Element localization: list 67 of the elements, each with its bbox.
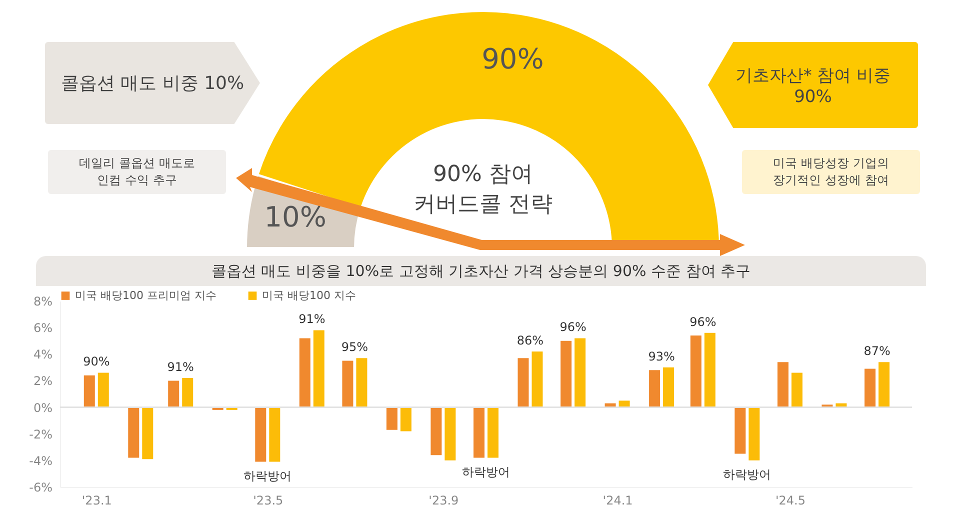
y-tick-label: 0%: [33, 400, 52, 415]
bar: [791, 372, 802, 408]
bar: [649, 370, 660, 408]
bar: [518, 358, 529, 408]
chart-title: 콜옵션 매도 비중을 10%로 고정해 기초자산 가격 상승분의 90% 수준 참여 추구: [36, 256, 926, 286]
y-tick-label: 8%: [33, 294, 52, 308]
bar: [560, 340, 572, 408]
bar: [342, 360, 354, 408]
bar: [386, 407, 398, 430]
bar: [734, 407, 746, 454]
bar: [84, 375, 95, 408]
text: 90% 참여 커버드콜 전략: [412, 161, 554, 219]
x-tick-label: '23.5: [253, 494, 284, 508]
text: 미국 배당성장 기업의 장기적인 성장에 참여: [742, 150, 920, 194]
y-tick-label: 4%: [33, 348, 52, 362]
bar: [182, 378, 194, 408]
annotation: 93%: [648, 349, 675, 364]
annotation: 96%: [690, 314, 716, 329]
bar: [98, 372, 109, 408]
annotation: 95%: [341, 340, 368, 354]
annotation: 90%: [83, 354, 110, 369]
x-tick-label: '23.1: [82, 494, 112, 508]
bar: [356, 358, 368, 408]
data-label: 10%: [264, 200, 326, 234]
bar: [474, 407, 484, 458]
text: 데일리 콜옵션 매도로 인컴 수익 추구: [48, 150, 226, 194]
bar: [574, 338, 586, 408]
bar: [142, 407, 154, 460]
bar: [878, 362, 890, 408]
bar: [663, 367, 674, 408]
annotation: 91%: [167, 360, 194, 374]
legend-label: 미국 배당100 지수: [262, 288, 356, 302]
bar: [748, 407, 760, 460]
y-tick-label: -2%: [29, 427, 52, 442]
bar: [430, 407, 442, 456]
text: 기초자산* 참여 비중 90%: [708, 42, 918, 128]
annotation: 96%: [560, 320, 586, 334]
bar: [690, 336, 702, 408]
annotation: 하락방어: [244, 468, 292, 483]
x-tick-label: '24.5: [775, 494, 806, 508]
bar: [400, 407, 412, 432]
text: 콜옵션 매도 비중 10%: [45, 42, 260, 124]
bar: [168, 380, 180, 408]
bar: [864, 368, 876, 408]
bar: [444, 407, 456, 460]
bar: [777, 362, 788, 408]
bar: [532, 351, 543, 408]
bar: [255, 407, 266, 462]
annotation: 하락방어: [462, 464, 510, 479]
y-tick-label: -4%: [29, 454, 52, 468]
bar: [488, 407, 498, 458]
bar: [313, 330, 324, 408]
y-tick-label: -6%: [29, 480, 52, 494]
y-tick-label: 2%: [33, 374, 52, 388]
annotation: 91%: [298, 312, 326, 326]
bar: [299, 338, 310, 408]
data-label: 90%: [482, 42, 544, 76]
bar: [269, 407, 280, 462]
legend-label: 미국 배당100 프리미엄 지수: [75, 288, 216, 302]
annotation: 87%: [864, 344, 890, 358]
x-tick-label: '23.9: [428, 494, 459, 508]
annotation: 하락방어: [723, 467, 772, 482]
annotation: 86%: [516, 333, 544, 348]
x-tick-label: '24.1: [602, 494, 633, 508]
bar: [704, 332, 716, 408]
y-tick-label: 6%: [33, 321, 52, 336]
bar: [128, 407, 140, 458]
